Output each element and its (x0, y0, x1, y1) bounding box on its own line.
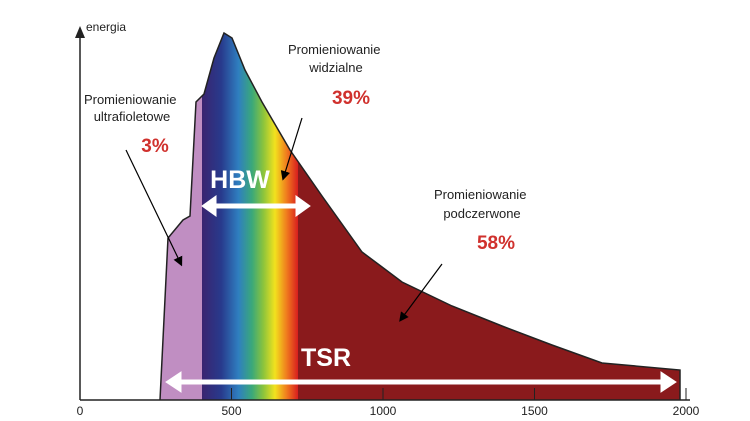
uv-share: 3% (141, 136, 169, 157)
label-line: Promieniowanie (434, 187, 527, 202)
tsr-arrow (165, 371, 677, 393)
pointer (125, 149, 183, 267)
y-axis-label: energia (86, 20, 126, 34)
x-tick-label: 2000 (673, 404, 700, 418)
label-line: Promieniowanie (84, 92, 177, 107)
uv-label: Promieniowanie ultrafioletowe (84, 92, 180, 124)
x-tick-label: 1500 (521, 404, 548, 418)
x-tick-label: 1000 (370, 404, 397, 418)
pointer (280, 117, 303, 181)
ir-share: 58% (477, 233, 515, 254)
y-axis-arrow (75, 26, 85, 38)
label-line: ultrafioletowe (94, 109, 171, 124)
spectrum (160, 33, 680, 400)
hbw-label: HBW (210, 166, 270, 194)
label-line: podczerwone (443, 206, 520, 221)
x-ticks: 0 500 1000 1500 2000 (77, 388, 700, 418)
x-tick-label: 500 (221, 404, 241, 418)
label-line: Promieniowanie (288, 42, 381, 57)
ir-label: Promieniowanie podczerwone (434, 187, 530, 221)
visible-label: Promieniowanie widzialne (288, 42, 384, 75)
x-tick-label: 0 (77, 404, 84, 418)
tsr-label: TSR (301, 344, 351, 372)
curve-outline (159, 31, 681, 401)
pointer (399, 263, 443, 322)
label-line: widzialne (308, 60, 362, 75)
hbw-arrow (201, 195, 311, 217)
visible-share: 39% (332, 88, 370, 109)
